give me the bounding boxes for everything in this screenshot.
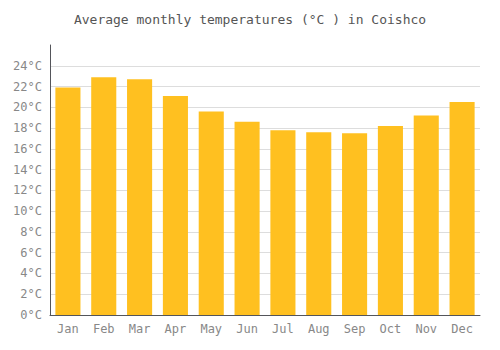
svg-text:Average monthly temperatures (: Average monthly temperatures (°C ) in Co… <box>74 12 426 27</box>
svg-text:4°C: 4°C <box>20 266 42 280</box>
svg-text:6°C: 6°C <box>20 246 42 260</box>
svg-text:Sep: Sep <box>344 322 366 336</box>
svg-text:16°C: 16°C <box>13 142 42 156</box>
svg-text:12°C: 12°C <box>13 183 42 197</box>
svg-text:14°C: 14°C <box>13 163 42 177</box>
svg-text:0°C: 0°C <box>20 308 42 322</box>
svg-text:Jan: Jan <box>57 322 79 336</box>
svg-text:May: May <box>200 322 222 336</box>
svg-text:Dec: Dec <box>451 322 473 336</box>
svg-text:18°C: 18°C <box>13 121 42 135</box>
svg-text:8°C: 8°C <box>20 225 42 239</box>
svg-text:Aug: Aug <box>308 322 330 336</box>
svg-text:2°C: 2°C <box>20 287 42 301</box>
svg-text:Feb: Feb <box>93 322 115 336</box>
svg-text:Apr: Apr <box>165 322 187 336</box>
svg-text:Oct: Oct <box>380 322 402 336</box>
svg-text:20°C: 20°C <box>13 100 42 114</box>
svg-text:Jun: Jun <box>236 322 258 336</box>
svg-text:Nov: Nov <box>415 322 437 336</box>
svg-text:Mar: Mar <box>129 322 151 336</box>
svg-text:Jul: Jul <box>272 322 294 336</box>
svg-text:22°C: 22°C <box>13 80 42 94</box>
svg-text:24°C: 24°C <box>13 59 42 73</box>
svg-text:10°C: 10°C <box>13 204 42 218</box>
